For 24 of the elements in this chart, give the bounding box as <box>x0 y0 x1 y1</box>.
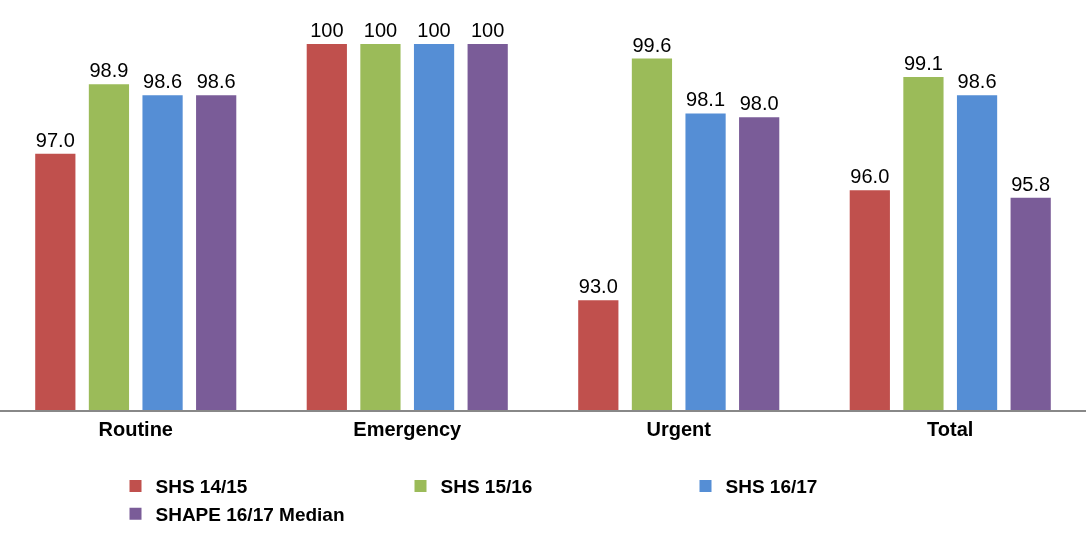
data-label: 99.6 <box>632 33 672 56</box>
data-label: 98.6 <box>143 70 183 93</box>
x-tick-label: Emergency <box>353 417 463 440</box>
data-label: 93.0 <box>578 275 618 298</box>
data-label: 98.9 <box>89 59 129 82</box>
data-label: 100 <box>417 18 451 41</box>
legend-label: SHS 14/15 <box>155 476 248 498</box>
data-label: 98.6 <box>957 70 997 93</box>
data-label: 96.0 <box>850 165 890 188</box>
legend-label: SHS 15/16 <box>440 476 533 498</box>
data-label: 98.1 <box>686 88 726 111</box>
x-tick-label: Urgent <box>646 417 712 440</box>
legend-label: SHS 16/17 <box>725 476 818 498</box>
data-label: 95.8 <box>1011 172 1051 195</box>
data-label: 100 <box>470 18 505 41</box>
x-tick-label: Total <box>927 417 974 440</box>
data-label: 97.0 <box>35 128 75 151</box>
data-label: 100 <box>363 18 398 41</box>
data-label: 98.0 <box>739 92 779 115</box>
data-label: 100 <box>310 18 344 41</box>
x-tick-label: Routine <box>98 417 173 440</box>
legend-label: SHAPE 16/17 Median <box>155 504 345 526</box>
data-label: 99.1 <box>903 51 943 74</box>
data-label: 98.6 <box>196 70 236 93</box>
